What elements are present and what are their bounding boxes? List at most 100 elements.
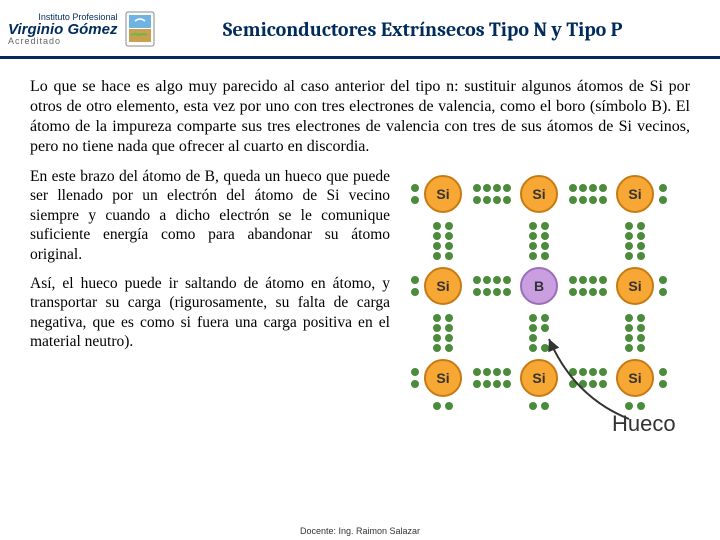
electron-dot: [445, 334, 453, 342]
electron-dot: [411, 276, 419, 284]
electron-dot: [529, 252, 537, 260]
electron-dot: [569, 184, 577, 192]
silicon-atom: Si: [520, 175, 558, 213]
electron-dot: [433, 232, 441, 240]
electron-dot: [637, 334, 645, 342]
electron-dot: [541, 242, 549, 250]
electron-dot: [625, 222, 633, 230]
electron-dot: [589, 380, 597, 388]
boron-atom: B: [520, 267, 558, 305]
electron-dot: [411, 380, 419, 388]
left-text-column: En este brazo del átomo de B, queda un h…: [30, 167, 390, 427]
silicon-atom: Si: [424, 267, 462, 305]
electron-dot: [637, 252, 645, 260]
electron-dot: [433, 314, 441, 322]
electron-dot: [529, 314, 537, 322]
electron-dot: [529, 402, 537, 410]
electron-dot: [493, 196, 501, 204]
electron-dot: [503, 276, 511, 284]
electron-dot: [529, 344, 537, 352]
electron-dot: [473, 196, 481, 204]
silicon-atom: Si: [616, 267, 654, 305]
electron-dot: [541, 402, 549, 410]
electron-dot: [599, 380, 607, 388]
paragraph-1: Lo que se hace es algo muy parecido al c…: [30, 77, 690, 157]
electron-dot: [483, 368, 491, 376]
hueco-label: Hueco: [612, 411, 676, 437]
electron-dot: [625, 402, 633, 410]
electron-dot: [589, 184, 597, 192]
electron-dot: [473, 184, 481, 192]
electron-dot: [493, 380, 501, 388]
electron-dot: [493, 368, 501, 376]
electron-dot: [541, 314, 549, 322]
electron-dot: [445, 222, 453, 230]
silicon-atom: Si: [616, 359, 654, 397]
lattice-diagram: SiSiSiSiBSiSiSiSiHueco: [404, 167, 684, 427]
electron-dot: [541, 222, 549, 230]
electron-dot: [625, 314, 633, 322]
electron-dot: [529, 324, 537, 332]
electron-dot: [659, 276, 667, 284]
electron-dot: [569, 368, 577, 376]
electron-dot: [503, 368, 511, 376]
electron-dot: [625, 242, 633, 250]
electron-dot: [637, 242, 645, 250]
electron-dot: [493, 184, 501, 192]
electron-dot: [599, 184, 607, 192]
electron-dot: [589, 276, 597, 284]
silicon-atom: Si: [424, 175, 462, 213]
electron-dot: [589, 368, 597, 376]
electron-dot: [599, 368, 607, 376]
electron-dot: [503, 380, 511, 388]
electron-dot: [659, 196, 667, 204]
electron-dot: [637, 344, 645, 352]
electron-dot: [579, 368, 587, 376]
page-title: Semiconductores Extrínsecos Tipo N y Tip…: [155, 18, 700, 41]
electron-dot: [445, 232, 453, 240]
electron-dot: [625, 252, 633, 260]
electron-dot: [411, 196, 419, 204]
electron-dot: [637, 232, 645, 240]
logo-sub-text: Acreditado: [8, 37, 117, 46]
electron-dot: [529, 232, 537, 240]
electron-dot: [541, 232, 549, 240]
electron-dot: [569, 380, 577, 388]
electron-dot: [493, 288, 501, 296]
electron-dot: [483, 184, 491, 192]
electron-dot: [637, 222, 645, 230]
electron-dot: [529, 334, 537, 342]
electron-dot: [637, 314, 645, 322]
electron-dot: [589, 196, 597, 204]
silicon-atom: Si: [520, 359, 558, 397]
header: Instituto Profesional Virginio Gómez Acr…: [0, 0, 720, 56]
electron-dot: [445, 402, 453, 410]
electron-dot: [541, 344, 549, 352]
shield-icon: [125, 11, 155, 47]
electron-dot: [637, 324, 645, 332]
electron-dot: [433, 324, 441, 332]
electron-dot: [599, 288, 607, 296]
electron-dot: [579, 276, 587, 284]
electron-dot: [659, 380, 667, 388]
electron-dot: [473, 288, 481, 296]
institution-logo: Instituto Profesional Virginio Gómez Acr…: [8, 11, 155, 47]
electron-dot: [433, 242, 441, 250]
paragraph-2: En este brazo del átomo de B, queda un h…: [30, 167, 390, 264]
electron-dot: [503, 288, 511, 296]
electron-dot: [445, 324, 453, 332]
electron-dot: [569, 196, 577, 204]
electron-dot: [625, 232, 633, 240]
electron-dot: [433, 222, 441, 230]
electron-dot: [473, 276, 481, 284]
electron-dot: [433, 252, 441, 260]
electron-dot: [483, 276, 491, 284]
electron-dot: [625, 324, 633, 332]
electron-dot: [625, 334, 633, 342]
electron-dot: [411, 184, 419, 192]
electron-dot: [541, 252, 549, 260]
electron-dot: [541, 324, 549, 332]
electron-dot: [483, 196, 491, 204]
electron-dot: [569, 276, 577, 284]
electron-dot: [411, 368, 419, 376]
